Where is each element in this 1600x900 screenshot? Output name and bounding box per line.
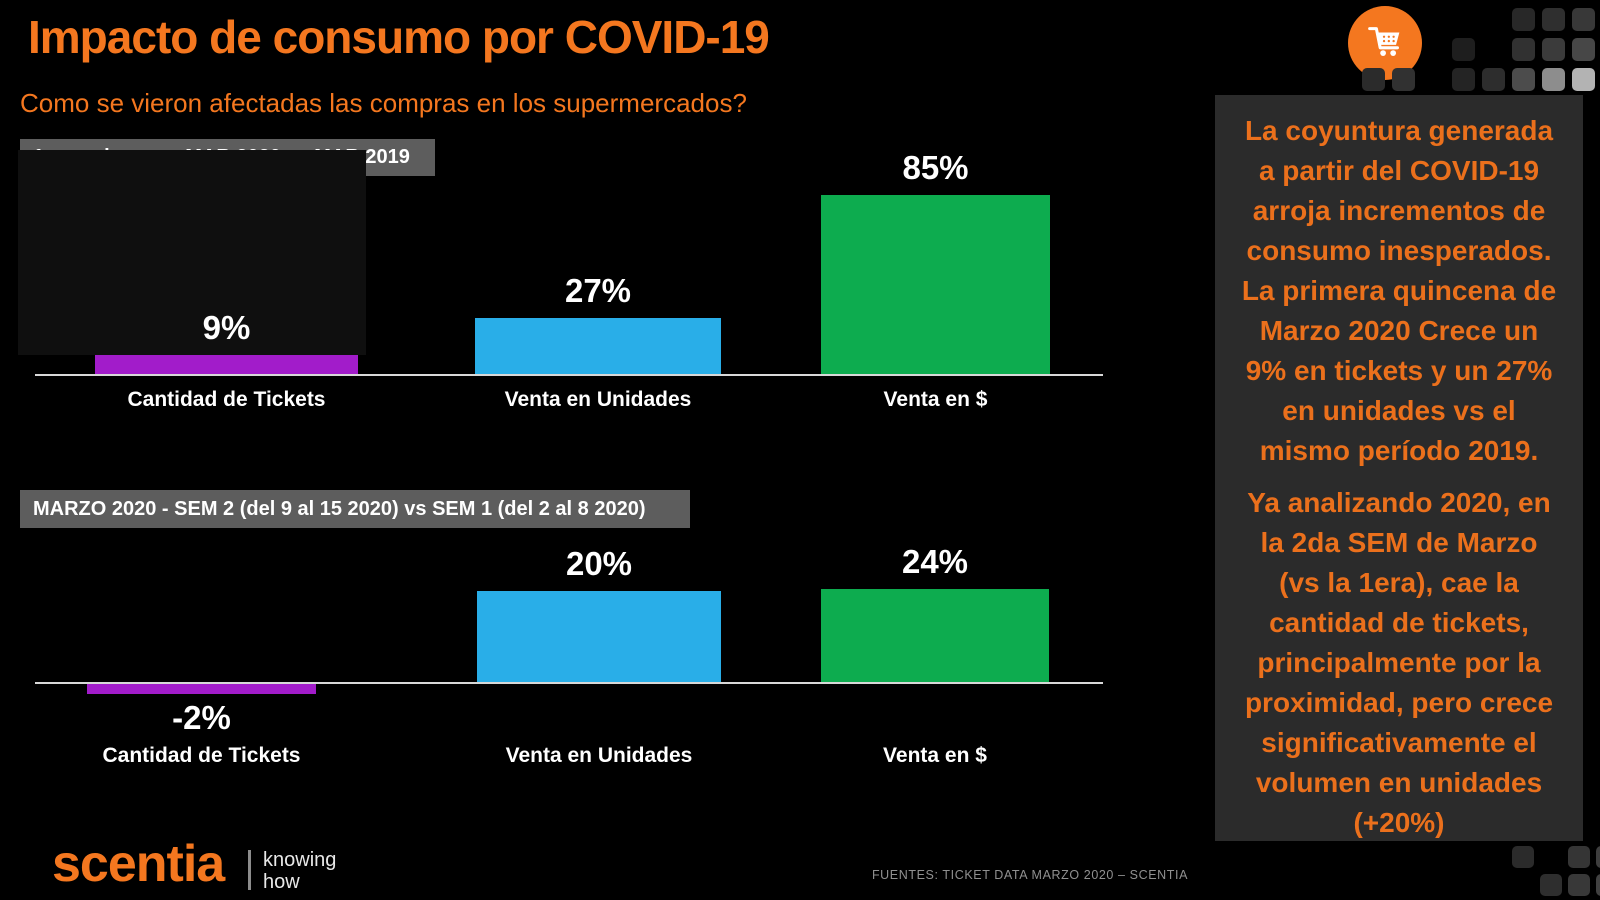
chart1-axis-line [35, 374, 1103, 376]
shopping-cart-icon [1362, 20, 1408, 66]
chart1-value-label-3: 85% [902, 149, 969, 186]
pixel-cell [1452, 68, 1475, 91]
chart2-bar-1 [87, 684, 316, 694]
pixel-cell [1542, 8, 1565, 31]
pixel-cell [1572, 8, 1595, 31]
pixel-cell [1392, 68, 1415, 91]
chart2-category-label-1: Cantidad de Tickets [102, 744, 301, 767]
chart1-bar-3 [821, 195, 1050, 374]
page-subtitle: Como se vieron afectadas las compras en … [20, 88, 747, 118]
pixel-cell [1452, 38, 1475, 61]
pixel-cell [1568, 874, 1590, 896]
pixel-cell [1542, 38, 1565, 61]
logo-divider [248, 850, 251, 890]
pixel-cell [1542, 68, 1565, 91]
pixel-cell [1512, 8, 1535, 31]
pixel-cell [1512, 68, 1535, 91]
chart1-bar-1 [95, 355, 358, 374]
pixel-cell [1540, 874, 1562, 896]
scentia-logo: scentia [52, 835, 225, 893]
pixel-cell [1572, 38, 1595, 61]
page-title: Impacto de consumo por COVID-19 [28, 11, 770, 63]
chart2-value-label-2: 20% [565, 545, 633, 582]
insight-paragraph-2: Ya analizando 2020, en la 2da SEM de Mar… [1244, 487, 1554, 838]
chart1-category-label-3: Venta en $ [883, 388, 988, 411]
pixel-cell [1512, 38, 1535, 61]
logo-tagline-line1: knowing [263, 849, 337, 871]
chart2-category-label-2: Venta en Unidades [505, 744, 693, 767]
insight-paragraph-1: La coyuntura generada a partir del COVID… [1241, 115, 1557, 466]
chart2-value-label-1: -2% [172, 699, 231, 736]
chart2-category-label-3: Venta en $ [883, 744, 987, 767]
logo-tagline-line2: how [263, 871, 300, 893]
pixel-cell [1572, 68, 1595, 91]
chart1-category-label-1: Cantidad de Tickets [127, 388, 326, 411]
chart2-axis-line [35, 682, 1103, 684]
pixel-cell [1362, 68, 1385, 91]
chart1-value-label-2: 27% [564, 272, 632, 309]
chart1-bar-2 [475, 318, 721, 374]
chart2-value-label-3: 24% [901, 543, 969, 580]
chart1-value-label-1: 9% [202, 309, 251, 346]
source-note: FUENTES: TICKET DATA MARZO 2020 – SCENTI… [871, 868, 1189, 882]
pixel-cell [1568, 846, 1590, 868]
chart2-bar-2 [477, 591, 721, 682]
chart1-category-label-2: Venta en Unidades [504, 388, 692, 411]
logo-tagline: knowing how [263, 849, 336, 893]
chart1-backdrop-panel [18, 150, 366, 355]
insight-panel: La coyuntura generada a partir del COVID… [1215, 95, 1583, 841]
pixel-cell [1482, 68, 1505, 91]
chart2-period-strip: MARZO 2020 - SEM 2 (del 9 al 15 2020) vs… [20, 490, 690, 528]
pixel-cell [1596, 874, 1600, 896]
pixel-cell [1512, 846, 1534, 868]
chart2-bar-3 [821, 589, 1049, 682]
shopping-cart-badge [1348, 6, 1422, 80]
pixel-cell [1596, 846, 1600, 868]
